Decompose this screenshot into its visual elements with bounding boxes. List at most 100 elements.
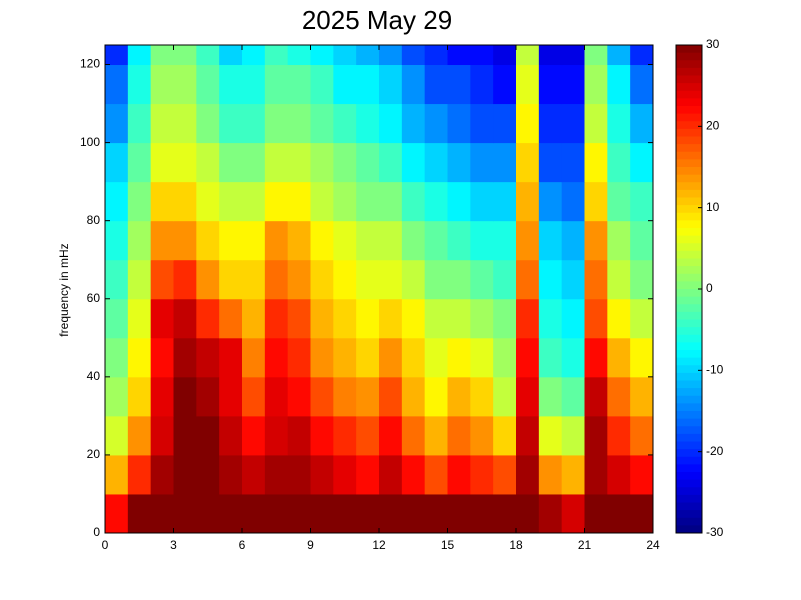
- heat-cell: [516, 493, 540, 534]
- heat-cell: [538, 45, 563, 66]
- heat-cell: [379, 415, 403, 456]
- heat-cell: [561, 454, 585, 495]
- heat-cell: [219, 220, 243, 261]
- colorbar-tick-label: -20: [706, 444, 724, 458]
- heat-cell: [333, 103, 357, 144]
- heat-cell: [538, 220, 563, 261]
- heat-cell: [264, 454, 289, 495]
- heat-cell: [379, 298, 403, 339]
- heat-cell: [196, 103, 220, 144]
- heat-cell: [310, 337, 334, 378]
- heat-cell: [607, 103, 631, 144]
- heat-cell: [493, 64, 517, 105]
- heat-cell: [424, 142, 448, 183]
- heat-cell: [379, 181, 403, 222]
- heat-cell: [630, 64, 654, 105]
- heat-cell: [310, 64, 334, 105]
- chart-title: 2025 May 29: [302, 5, 452, 35]
- heat-cell: [287, 181, 311, 222]
- heat-cell: [310, 415, 334, 456]
- heat-cell: [287, 454, 311, 495]
- heat-cell: [356, 337, 380, 378]
- heat-cell: [424, 454, 448, 495]
- heat-cell: [424, 337, 448, 378]
- heat-cell: [150, 493, 174, 534]
- y-tick-label: 120: [80, 57, 100, 71]
- colorbar-swatch: [676, 174, 702, 183]
- colorbar-swatch: [676, 60, 702, 69]
- heat-cell: [196, 298, 220, 339]
- heat-cell: [150, 103, 174, 144]
- heat-cell: [630, 376, 654, 417]
- heat-cell: [173, 415, 197, 456]
- heat-cell: [538, 298, 563, 339]
- heat-cell: [242, 493, 266, 534]
- heat-cell: [401, 337, 426, 378]
- heat-cell: [379, 493, 403, 534]
- heat-cell: [310, 181, 334, 222]
- heat-cell: [538, 376, 563, 417]
- heat-cell: [219, 45, 243, 66]
- heat-cell: [196, 181, 220, 222]
- heat-cell: [470, 493, 494, 534]
- heat-cell: [630, 454, 654, 495]
- heat-cell: [447, 142, 471, 183]
- colorbar-swatch: [676, 502, 702, 511]
- heat-cell: [516, 103, 540, 144]
- colorbar-swatch: [676, 159, 702, 168]
- heat-cell: [173, 337, 197, 378]
- heat-cell: [127, 337, 152, 378]
- colorbar-swatch: [676, 464, 702, 473]
- heat-cell: [105, 181, 129, 222]
- heat-cell: [584, 142, 608, 183]
- heat-cell: [630, 415, 654, 456]
- heat-cell: [264, 493, 289, 534]
- heat-cell: [333, 298, 357, 339]
- heat-cell: [242, 376, 266, 417]
- heat-cell: [447, 493, 471, 534]
- heat-cell: [242, 142, 266, 183]
- heat-cell: [401, 220, 426, 261]
- heat-cell: [264, 64, 289, 105]
- heat-cell: [516, 298, 540, 339]
- heat-cell: [584, 337, 608, 378]
- heat-cell: [196, 45, 220, 66]
- heat-cell: [630, 259, 654, 300]
- x-tick-label: 3: [170, 538, 177, 552]
- heat-cell: [310, 493, 334, 534]
- colorbar-swatch: [676, 342, 702, 351]
- heat-cell: [516, 454, 540, 495]
- colorbar-swatch: [676, 106, 702, 115]
- heat-cell: [356, 259, 380, 300]
- heat-cell: [127, 415, 152, 456]
- heat-cell: [264, 220, 289, 261]
- colorbar-swatch: [676, 433, 702, 442]
- heat-cell: [242, 259, 266, 300]
- heat-cell: [630, 298, 654, 339]
- colorbar-swatch: [676, 67, 702, 76]
- heat-cell: [196, 493, 220, 534]
- colorbar-swatch: [676, 357, 702, 366]
- y-tick-label: 0: [93, 525, 100, 539]
- heat-cell: [127, 376, 152, 417]
- heat-cell: [607, 454, 631, 495]
- heat-cell: [356, 220, 380, 261]
- colorbar-swatch: [676, 258, 702, 267]
- colorbar-swatch: [676, 418, 702, 427]
- heat-cell: [219, 493, 243, 534]
- heat-cell: [356, 415, 380, 456]
- colorbar-tick-label: 10: [706, 200, 720, 214]
- colorbar-swatch: [676, 304, 702, 313]
- heat-cell: [379, 64, 403, 105]
- heat-cell: [356, 298, 380, 339]
- heat-cell: [287, 259, 311, 300]
- colorbar-swatch: [676, 136, 702, 145]
- heat-cell: [105, 337, 129, 378]
- heat-cell: [424, 415, 448, 456]
- heat-cell: [561, 376, 585, 417]
- heat-cell: [333, 45, 357, 66]
- heat-cell: [561, 259, 585, 300]
- heat-cell: [607, 45, 631, 66]
- heat-cell: [379, 45, 403, 66]
- colorbar-swatch: [676, 90, 702, 99]
